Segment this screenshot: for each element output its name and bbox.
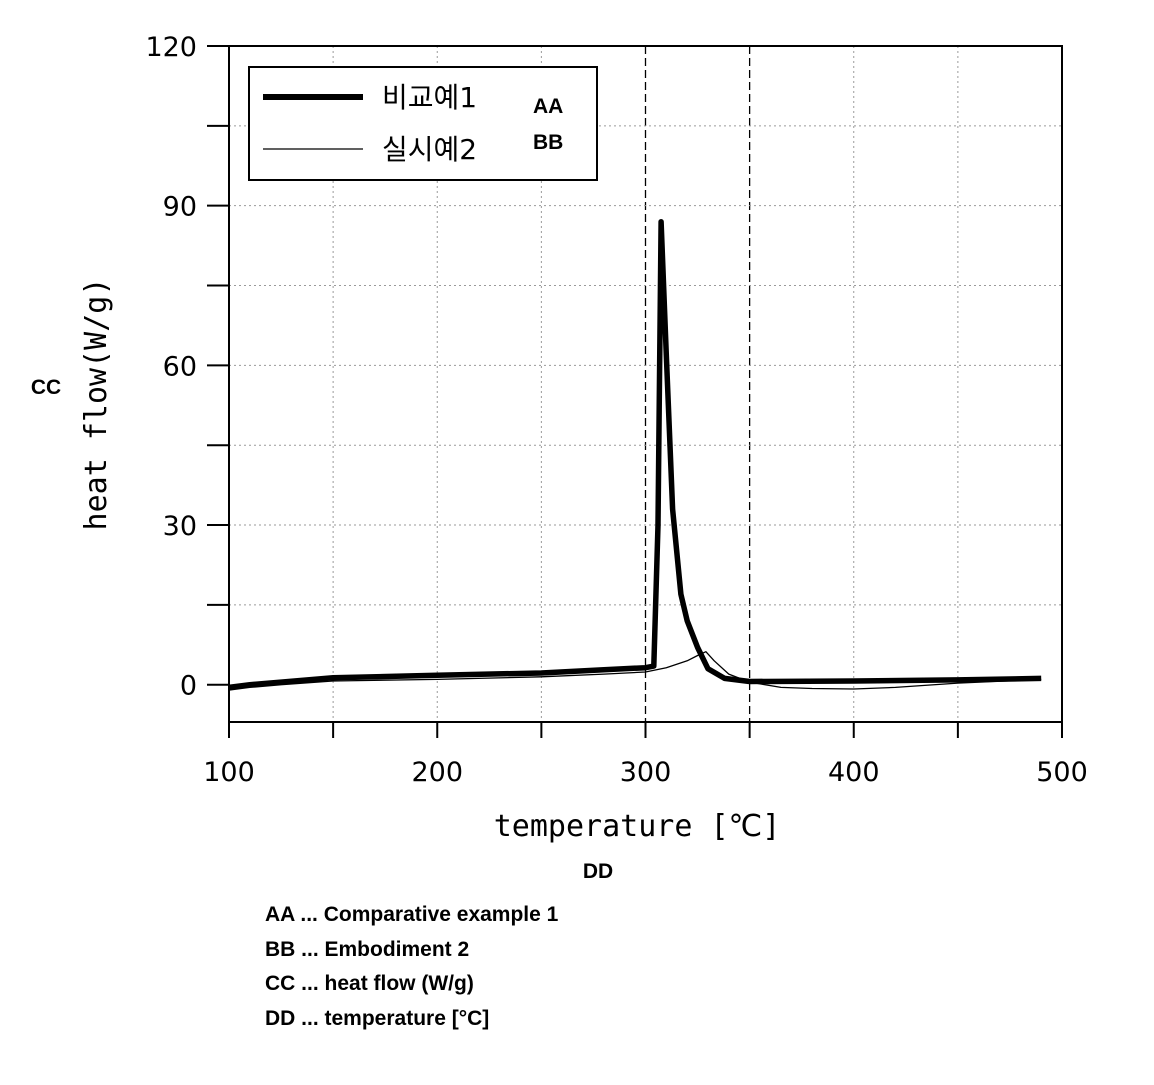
grid xyxy=(229,46,1062,722)
x-tick-label: 300 xyxy=(620,757,672,788)
y-axis-title: heat flow(W/g) xyxy=(79,278,114,531)
legend: 비교예1 AA 실시예2 BB xyxy=(248,66,598,181)
y-tick-label: 90 xyxy=(163,192,197,223)
legend-label-series-1: 비교예1 xyxy=(382,81,477,114)
notes-list: AA ... Comparative example 1 BB ... Embo… xyxy=(265,898,558,1036)
note-item: AA ... Comparative example 1 xyxy=(265,903,559,926)
note-item: CC ... heat flow (W/g) xyxy=(265,972,474,995)
note-item: DD ... temperature [°C] xyxy=(265,1006,490,1030)
x-axis-tag-dd: DD xyxy=(583,860,613,883)
series-line-2 xyxy=(228,651,1042,691)
x-tick-label: 100 xyxy=(203,757,255,788)
note-item: BB ... Embodiment 2 xyxy=(265,937,470,961)
series-lines xyxy=(228,218,1042,691)
x-tick-label: 200 xyxy=(411,757,463,788)
x-tick-label: 400 xyxy=(828,757,880,788)
y-axis-tag-cc: CC xyxy=(31,376,61,399)
y-tick-label: 30 xyxy=(163,511,197,542)
series-line-1 xyxy=(228,218,1042,691)
chart: 100 200 300 400 500 0 30 60 90 120 비교예1 AA 실시예2 B… xyxy=(31,32,1088,883)
y-tick-label: 60 xyxy=(163,351,197,382)
legend-box xyxy=(248,66,598,181)
legend-tag-bb: BB xyxy=(533,131,563,154)
x-axis-title: temperature [℃] xyxy=(494,809,781,844)
y-tick-label: 120 xyxy=(145,32,197,63)
x-tick-label: 500 xyxy=(1036,757,1088,788)
legend-label-series-2: 실시예2 xyxy=(382,133,477,166)
axis-ticks: 100 200 300 400 500 0 30 60 90 120 xyxy=(145,32,1087,788)
legend-tag-aa: AA xyxy=(533,95,563,118)
y-tick-label: 0 xyxy=(180,671,197,702)
